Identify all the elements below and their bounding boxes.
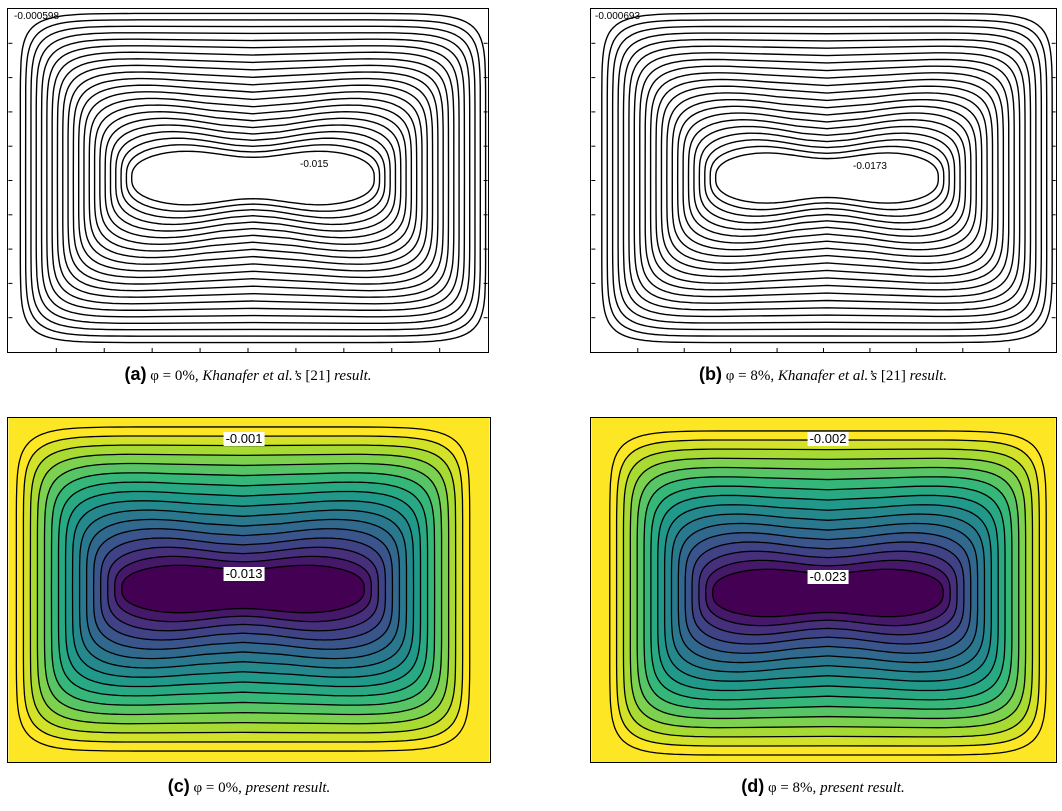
streamline-contour [655,78,999,278]
caption-letter-c: (c) [167,776,190,796]
contour-label-outer-d: -0.002 [807,431,849,446]
caption-condition-b: φ = 8%, [725,368,778,384]
contour-label-inner-c: -0.013 [223,566,265,581]
streamline-contour [671,98,983,258]
filled-contour-band [121,564,365,614]
streamline-contour [62,64,444,292]
filled-contours-c [8,418,490,762]
streamline-contour [46,45,460,311]
streamline-contour [67,71,439,285]
streamline-contour [125,144,381,212]
filled-contour-band [711,568,944,618]
streamline-contour [120,137,386,219]
streamline-plot-a: -0.000598 -0.015 [7,8,489,353]
filled-contour-plot-c: -0.001 -0.013 [7,417,491,763]
streamline-contours-a [8,12,488,352]
caption-tail-b: result. [909,368,948,384]
streamline-contour [617,32,1037,324]
streamline-contour [714,152,940,204]
streamline-contour [130,150,375,206]
streamline-contour [611,25,1043,331]
streamline-contour [693,125,961,231]
streamline-contour [30,25,476,331]
caption-author-b: Khanafer et al.’s [777,368,878,384]
contour-label-max-b: -0.0173 [853,161,887,172]
streamline-contour [606,19,1048,337]
streamline-contour [56,58,450,298]
streamline-contour [93,104,413,252]
contour-label-max-a: -0.015 [300,159,329,170]
streamline-contour [99,111,407,246]
caption-author-a: Khanafer et al.’s [202,368,302,384]
streamline-contour [72,77,434,279]
streamline-contour [628,45,1026,311]
streamline-contour [687,119,967,237]
streamline-contour [601,12,1053,344]
caption-tail-d: present result. [820,780,905,796]
contour-label-inner-d: -0.023 [807,569,849,584]
caption-letter-d: (d) [741,776,765,796]
caption-letter-a: (a) [124,364,147,384]
streamline-contour [709,145,945,211]
streamline-contour [682,112,972,244]
caption-condition-d: φ = 8%, [767,780,821,796]
streamline-contours-b [591,12,1056,352]
caption-a: (a) φ = 0%, Khanafer et al.’s [21] resul… [124,364,371,385]
streamline-contour [698,132,956,224]
caption-b: (b) φ = 8%, Khanafer et al.’s [21] resul… [699,364,947,385]
streamline-contour [666,92,988,264]
streamline-contour [51,51,455,305]
caption-ref-b: [21] [877,368,910,384]
streamline-contour [649,72,1005,284]
streamline-plot-b: -0.000693 -0.0173 [590,8,1057,353]
streamline-contour [24,19,482,337]
streamline-contour [109,124,397,232]
filled-contour-plot-d: -0.002 -0.023 [590,417,1057,763]
streamline-contour [115,130,391,226]
streamline-contour [104,117,402,239]
streamline-contour [77,84,428,272]
caption-d: (d) φ = 8%, present result. [741,776,905,797]
caption-c: (c) φ = 0%, present result. [168,776,331,797]
caption-tail-a: result. [334,368,372,384]
streamline-contour [676,105,978,251]
streamline-contour [639,58,1015,298]
contour-label-min-a: -0.000598 [14,11,60,22]
streamline-contour [83,91,423,265]
filled-contours-d [591,418,1056,762]
caption-letter-b: (b) [698,364,722,384]
contour-label-min-b: -0.000693 [595,11,641,22]
caption-condition-a: φ = 0%, [150,368,203,384]
streamline-contour [40,38,466,318]
streamline-contour [660,85,994,271]
streamline-contour [19,12,487,344]
caption-ref-a: [21] [301,368,335,384]
streamline-contour [35,32,471,324]
streamline-contour [88,97,418,259]
streamline-contour [704,139,950,217]
streamline-contour [644,65,1010,291]
caption-tail-c: present result. [245,780,331,796]
caption-condition-c: φ = 0%, [193,780,246,796]
streamline-contour [633,52,1021,304]
streamline-contour [622,38,1032,318]
contour-label-outer-c: -0.001 [223,431,265,446]
